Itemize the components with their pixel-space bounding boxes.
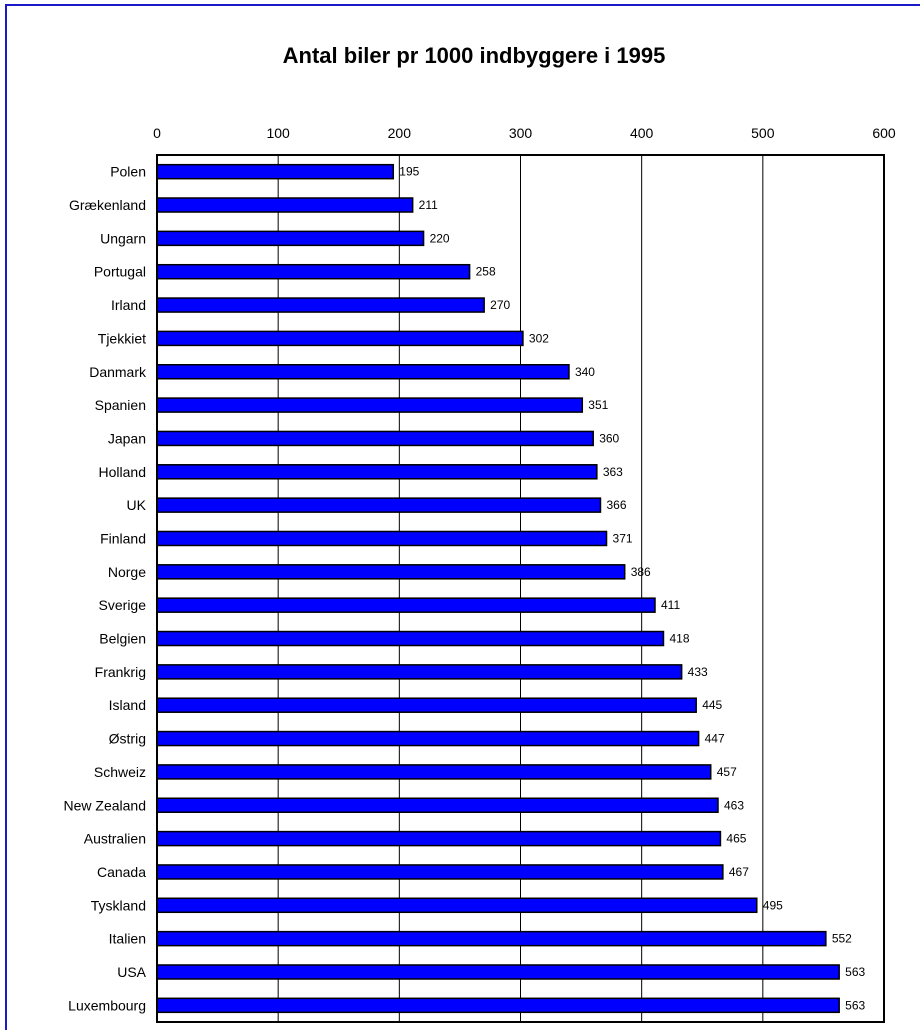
data-label: 433 bbox=[688, 665, 708, 679]
data-label: 340 bbox=[575, 365, 595, 379]
category-label: Schweiz bbox=[94, 764, 146, 780]
data-label: 445 bbox=[702, 698, 722, 712]
bar bbox=[156, 597, 656, 613]
category-label: Irland bbox=[111, 297, 146, 313]
data-label: 195 bbox=[399, 165, 419, 179]
chart-title: Antal biler pr 1000 indbyggere i 1995 bbox=[283, 43, 666, 68]
bar bbox=[156, 263, 471, 280]
data-label: 386 bbox=[631, 565, 651, 579]
bar bbox=[156, 797, 719, 813]
category-label: Spanien bbox=[95, 397, 146, 413]
data-label: 457 bbox=[717, 765, 737, 779]
data-label: 467 bbox=[729, 865, 749, 879]
data-label: 270 bbox=[490, 298, 510, 312]
bar bbox=[156, 930, 827, 947]
category-label: UK bbox=[127, 497, 147, 513]
bar bbox=[156, 464, 598, 480]
x-tick-label: 400 bbox=[630, 125, 654, 141]
data-label: 220 bbox=[430, 231, 450, 245]
data-label: 463 bbox=[724, 798, 744, 812]
category-labels: Polen Grækenland Ungarn Portugal Irland Tjekk… bbox=[64, 164, 147, 1014]
category-label: Østrig bbox=[109, 731, 146, 747]
category-label: Sverige bbox=[99, 597, 147, 613]
data-label: 302 bbox=[529, 331, 549, 345]
category-label: Tjekkiet bbox=[98, 330, 146, 346]
bar bbox=[156, 830, 722, 847]
category-label: Holland bbox=[99, 464, 146, 480]
category-label: Frankrig bbox=[95, 664, 146, 680]
data-label: 447 bbox=[705, 732, 725, 746]
data-label: 563 bbox=[845, 965, 865, 979]
data-label: 411 bbox=[661, 598, 680, 612]
x-tick-label: 200 bbox=[388, 125, 412, 141]
x-tick-label: 100 bbox=[266, 125, 290, 141]
bars bbox=[156, 163, 840, 1014]
plot-area-border bbox=[156, 154, 885, 1023]
data-label: 465 bbox=[726, 832, 746, 846]
category-label: Luxembourg bbox=[68, 997, 146, 1013]
bar bbox=[156, 697, 697, 713]
category-label: Japan bbox=[108, 430, 146, 446]
data-label: 418 bbox=[669, 632, 689, 646]
data-label: 351 bbox=[588, 398, 608, 412]
value-labels: 195 211 220 258 270 302 340 351 360 363 366 371 386 4… bbox=[399, 165, 865, 1013]
bar bbox=[156, 764, 712, 780]
category-label: Norge bbox=[108, 564, 146, 580]
data-label: 495 bbox=[763, 898, 783, 912]
category-label: Portugal bbox=[94, 264, 146, 280]
bar bbox=[156, 330, 524, 347]
bar bbox=[156, 864, 724, 880]
bar bbox=[156, 664, 683, 680]
data-label: 258 bbox=[476, 265, 496, 279]
data-label: 211 bbox=[419, 198, 438, 212]
bar bbox=[156, 197, 414, 213]
category-label: Grækenland bbox=[69, 197, 146, 213]
x-axis-ticks: 0 100 200 300 400 500 600 bbox=[153, 125, 896, 141]
category-label: Italien bbox=[109, 931, 146, 947]
bar bbox=[156, 497, 602, 513]
bar bbox=[156, 564, 626, 580]
x-tick-label: 600 bbox=[872, 125, 896, 141]
data-label: 563 bbox=[845, 998, 865, 1012]
category-label: Australien bbox=[84, 831, 146, 847]
category-label: Belgien bbox=[99, 631, 146, 647]
category-label: Finland bbox=[100, 530, 146, 546]
data-label: 371 bbox=[613, 531, 633, 545]
data-label: 366 bbox=[606, 498, 626, 512]
category-label: Ungarn bbox=[100, 230, 146, 246]
category-label: New Zealand bbox=[64, 797, 147, 813]
bar bbox=[156, 397, 584, 413]
bar bbox=[156, 530, 608, 547]
bar bbox=[156, 997, 840, 1014]
data-label: 363 bbox=[603, 465, 623, 479]
bar bbox=[156, 964, 840, 980]
gridlines bbox=[277, 155, 764, 1022]
x-tick-label: 500 bbox=[751, 125, 775, 141]
bar bbox=[156, 430, 594, 447]
category-label: Tyskland bbox=[91, 897, 146, 913]
bar bbox=[156, 230, 425, 247]
bar bbox=[156, 163, 395, 180]
bar bbox=[156, 364, 570, 380]
data-label: 360 bbox=[599, 431, 619, 445]
bar bbox=[156, 897, 758, 914]
bar bbox=[156, 730, 700, 747]
category-label: Island bbox=[109, 697, 146, 713]
category-label: Polen bbox=[110, 164, 146, 180]
x-tick-label: 0 bbox=[153, 125, 161, 141]
bar bbox=[156, 630, 665, 647]
category-label: Canada bbox=[97, 864, 146, 880]
x-tick-label: 300 bbox=[509, 125, 533, 141]
data-label: 552 bbox=[832, 932, 852, 946]
bar bbox=[156, 297, 485, 313]
category-label: Danmark bbox=[89, 364, 147, 380]
category-label: USA bbox=[117, 964, 146, 980]
